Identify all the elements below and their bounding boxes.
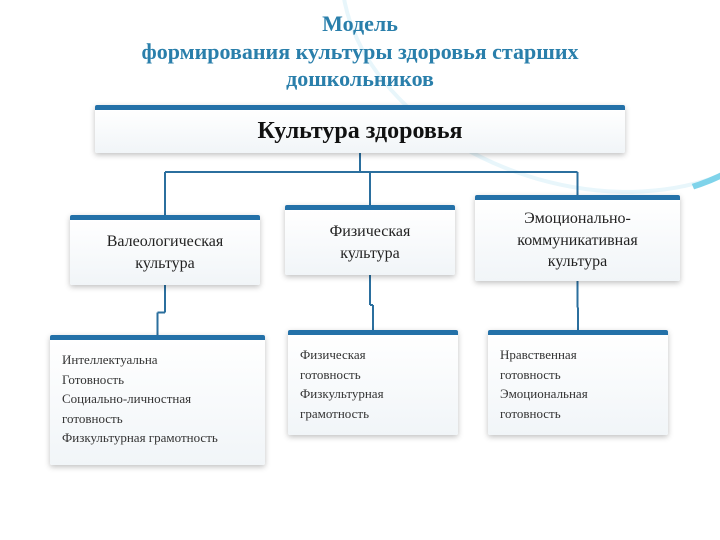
mid-node-phys: Физическаякультура xyxy=(285,205,455,275)
leaf-label-line: Эмоциональная xyxy=(500,384,656,404)
leaf-label-line: готовность xyxy=(500,365,656,385)
leaf-label-line: Физкультурная xyxy=(300,384,446,404)
mid-node-emo: Эмоционально-коммуникативнаякультура xyxy=(475,195,680,281)
leaf-label-line: грамотность xyxy=(300,404,446,424)
leaf-label-line: Интеллектуальна xyxy=(62,350,253,370)
mid-label-line: культура xyxy=(485,251,670,273)
leaf-label-line: Физкультурная грамотность xyxy=(62,428,253,448)
title-line: формирования культуры здоровья старших xyxy=(142,39,579,64)
title-line: дошкольников xyxy=(286,66,434,91)
leaf-node-phys: ФизическаяготовностьФизкультурнаяграмотн… xyxy=(288,330,458,435)
leaf-label-line: Социально-личностная xyxy=(62,389,253,409)
root-node: Культура здоровья xyxy=(95,105,625,153)
mid-label-line: Физическая xyxy=(295,221,445,243)
leaf-label-line: Готовность xyxy=(62,370,253,390)
mid-label-line: культура xyxy=(295,243,445,265)
mid-label-line: коммуникативная xyxy=(485,230,670,252)
leaf-label-line: Физическая xyxy=(300,345,446,365)
title-line: Модель xyxy=(322,11,398,36)
mid-label-line: Эмоционально- xyxy=(485,208,670,230)
leaf-label-line: готовность xyxy=(500,404,656,424)
page-title: Модель формирования культуры здоровья ст… xyxy=(0,10,720,93)
leaf-label-line: готовность xyxy=(300,365,446,385)
mid-node-valeo: Валеологическаякультура xyxy=(70,215,260,285)
leaf-node-emo: НравственнаяготовностьЭмоциональнаяготов… xyxy=(488,330,668,435)
mid-label-line: Валеологическая xyxy=(80,231,250,253)
leaf-label-line: готовность xyxy=(62,409,253,429)
leaf-node-valeo: ИнтеллектуальнаГотовностьСоциально-лично… xyxy=(50,335,265,465)
hierarchy-diagram: Культура здоровьяВалеологическаякультура… xyxy=(0,105,720,525)
mid-label-line: культура xyxy=(80,253,250,275)
leaf-label-line: Нравственная xyxy=(500,345,656,365)
